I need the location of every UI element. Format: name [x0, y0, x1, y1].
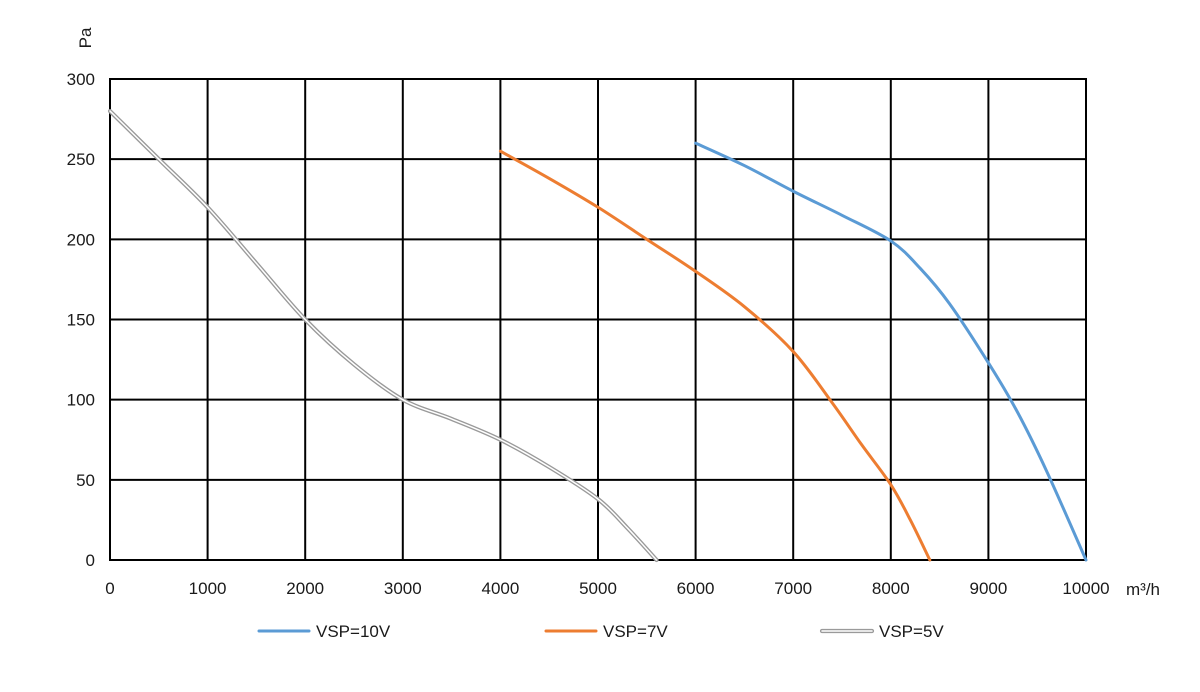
legend-item: VSP=10V	[257, 622, 391, 641]
x-tick-label: 2000	[286, 579, 324, 598]
x-tick-label: 5000	[579, 579, 617, 598]
y-tick-label: 0	[86, 551, 95, 570]
tick-labels: 0 1000 2000 3000 4000 5000 6000 7000 8000 9000 100…	[67, 70, 1110, 598]
series-line-vsp-5v	[107, 108, 659, 563]
series-layer	[107, 108, 1088, 563]
y-tick-label: 50	[76, 471, 95, 490]
x-tick-label: 6000	[677, 579, 715, 598]
series-line-vsp-7v	[498, 149, 932, 562]
plot-frame	[109, 78, 1087, 561]
grid	[109, 78, 1087, 561]
y-tick-label: 100	[67, 391, 95, 410]
x-tick-label: 7000	[774, 579, 812, 598]
legend-label: VSP=5V	[879, 622, 944, 641]
x-tick-label: 10000	[1062, 579, 1109, 598]
x-axis-label: m³/h	[1126, 580, 1160, 599]
y-tick-label: 250	[67, 150, 95, 169]
series-line-vsp-5v-inner	[109, 110, 658, 561]
legend-label: VSP=7V	[603, 622, 668, 641]
x-tick-label: 8000	[872, 579, 910, 598]
x-tick-label: 3000	[384, 579, 422, 598]
x-tick-label: 0	[105, 579, 114, 598]
series-line-vsp-10v	[694, 141, 1088, 562]
legend-item: VSP=7V	[544, 622, 668, 641]
legend: VSP=10V VSP=7V VSP=5V	[257, 622, 944, 641]
y-tick-label: 200	[67, 230, 95, 249]
x-tick-label: 9000	[969, 579, 1007, 598]
y-tick-label: 150	[67, 311, 95, 330]
x-tick-label: 1000	[189, 579, 227, 598]
x-tick-label: 4000	[481, 579, 519, 598]
legend-item: VSP=5V	[819, 622, 944, 641]
legend-label: VSP=10V	[316, 622, 391, 641]
y-tick-label: 300	[67, 70, 95, 89]
y-axis-label: Pa	[76, 27, 95, 48]
